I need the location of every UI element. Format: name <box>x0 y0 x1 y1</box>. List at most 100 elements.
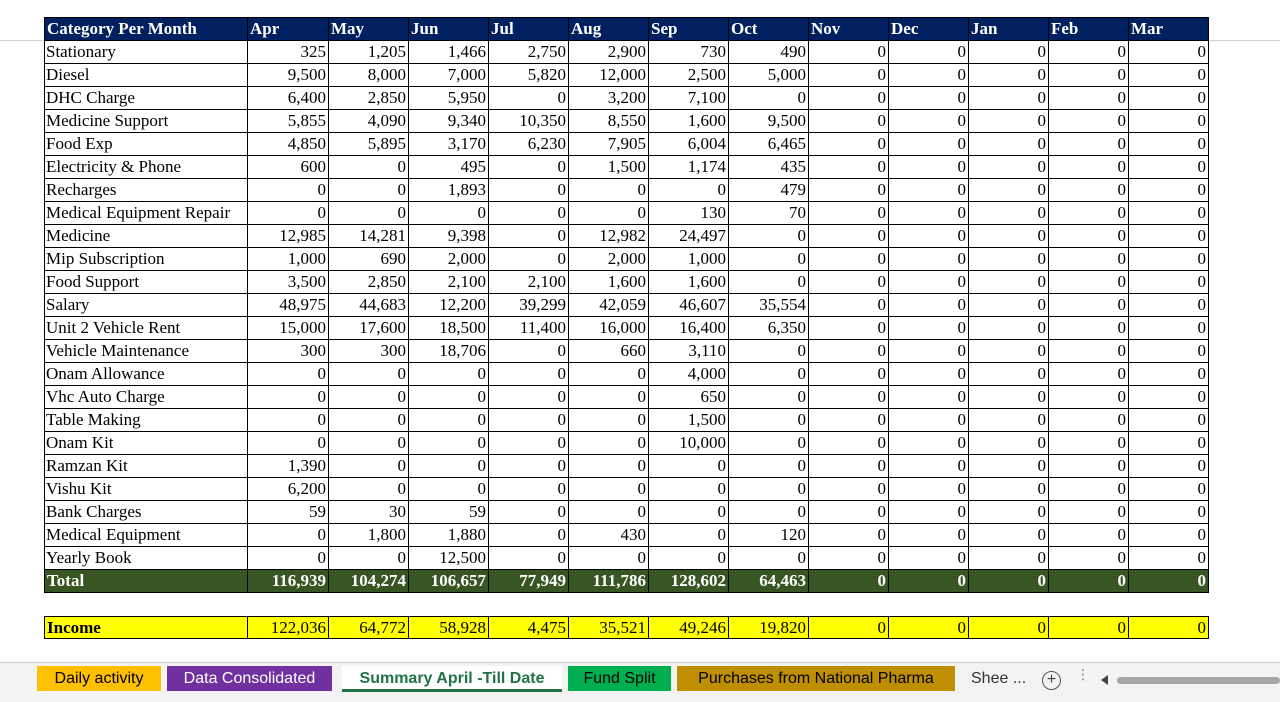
value-cell[interactable]: 0 <box>808 247 889 271</box>
value-cell[interactable]: 8,550 <box>568 109 649 133</box>
value-cell[interactable]: 0 <box>488 224 569 248</box>
value-cell[interactable]: 7,000 <box>408 63 489 87</box>
value-cell[interactable]: 35,554 <box>728 293 809 317</box>
value-cell[interactable]: 0 <box>568 201 649 225</box>
total-value-cell[interactable]: 111,786 <box>568 569 649 593</box>
value-cell[interactable]: 0 <box>1048 293 1129 317</box>
value-cell[interactable]: 0 <box>488 523 569 547</box>
tab-split-handle-icon[interactable]: ⋮ <box>1076 666 1090 682</box>
value-cell[interactable]: 0 <box>488 155 569 179</box>
value-cell[interactable]: 0 <box>968 431 1049 455</box>
value-cell[interactable]: 0 <box>888 109 969 133</box>
value-cell[interactable]: 0 <box>1128 109 1209 133</box>
value-cell[interactable]: 0 <box>888 132 969 156</box>
header-month-cell[interactable]: May <box>328 17 409 41</box>
value-cell[interactable]: 0 <box>968 316 1049 340</box>
value-cell[interactable]: 0 <box>968 63 1049 87</box>
value-cell[interactable]: 0 <box>888 224 969 248</box>
header-month-cell[interactable]: Aug <box>568 17 649 41</box>
value-cell[interactable]: 2,000 <box>408 247 489 271</box>
value-cell[interactable]: 0 <box>968 270 1049 294</box>
value-cell[interactable]: 0 <box>968 293 1049 317</box>
value-cell[interactable]: 0 <box>328 477 409 501</box>
value-cell[interactable]: 0 <box>328 546 409 570</box>
value-cell[interactable]: 10,000 <box>648 431 729 455</box>
value-cell[interactable]: 495 <box>408 155 489 179</box>
value-cell[interactable]: 0 <box>968 500 1049 524</box>
value-cell[interactable]: 0 <box>968 477 1049 501</box>
value-cell[interactable]: 1,500 <box>648 408 729 432</box>
income-value-cell[interactable]: 35,521 <box>568 616 649 639</box>
value-cell[interactable]: 1,390 <box>247 454 329 478</box>
value-cell[interactable]: 0 <box>888 40 969 64</box>
value-cell[interactable]: 12,500 <box>408 546 489 570</box>
value-cell[interactable]: 12,982 <box>568 224 649 248</box>
value-cell[interactable]: 0 <box>888 477 969 501</box>
value-cell[interactable]: 24,497 <box>648 224 729 248</box>
value-cell[interactable]: 5,895 <box>328 132 409 156</box>
value-cell[interactable]: 5,820 <box>488 63 569 87</box>
value-cell[interactable]: 17,600 <box>328 316 409 340</box>
value-cell[interactable]: 600 <box>247 155 329 179</box>
value-cell[interactable]: 59 <box>247 500 329 524</box>
value-cell[interactable]: 0 <box>488 247 569 271</box>
value-cell[interactable]: 0 <box>968 40 1049 64</box>
value-cell[interactable]: 0 <box>1048 155 1129 179</box>
value-cell[interactable]: 4,850 <box>247 132 329 156</box>
value-cell[interactable]: 2,750 <box>488 40 569 64</box>
value-cell[interactable]: 0 <box>488 408 569 432</box>
income-value-cell[interactable]: 122,036 <box>247 616 329 639</box>
value-cell[interactable]: 3,500 <box>247 270 329 294</box>
value-cell[interactable]: 0 <box>888 63 969 87</box>
category-cell[interactable]: Salary <box>44 293 248 317</box>
value-cell[interactable]: 0 <box>568 546 649 570</box>
value-cell[interactable]: 0 <box>1048 523 1129 547</box>
value-cell[interactable]: 0 <box>1048 109 1129 133</box>
value-cell[interactable]: 0 <box>728 86 809 110</box>
value-cell[interactable]: 1,466 <box>408 40 489 64</box>
value-cell[interactable]: 0 <box>1128 385 1209 409</box>
value-cell[interactable]: 1,000 <box>648 247 729 271</box>
value-cell[interactable]: 0 <box>648 477 729 501</box>
value-cell[interactable]: 8,000 <box>328 63 409 87</box>
value-cell[interactable]: 0 <box>888 316 969 340</box>
value-cell[interactable]: 0 <box>888 523 969 547</box>
value-cell[interactable]: 0 <box>328 385 409 409</box>
tab-overflow-more[interactable]: Shee ... <box>971 670 1027 687</box>
total-value-cell[interactable]: 128,602 <box>648 569 729 593</box>
value-cell[interactable]: 0 <box>968 109 1049 133</box>
value-cell[interactable]: 6,465 <box>728 132 809 156</box>
value-cell[interactable]: 0 <box>808 155 889 179</box>
value-cell[interactable]: 0 <box>247 523 329 547</box>
value-cell[interactable]: 3,110 <box>648 339 729 363</box>
value-cell[interactable]: 16,400 <box>648 316 729 340</box>
value-cell[interactable]: 660 <box>568 339 649 363</box>
value-cell[interactable]: 0 <box>968 454 1049 478</box>
category-cell[interactable]: Vhc Auto Charge <box>44 385 248 409</box>
value-cell[interactable]: 0 <box>888 431 969 455</box>
value-cell[interactable]: 9,500 <box>728 109 809 133</box>
tab-sheet[interactable]: Summary April -Till Date <box>342 666 562 692</box>
value-cell[interactable]: 0 <box>328 408 409 432</box>
value-cell[interactable]: 0 <box>1048 454 1129 478</box>
value-cell[interactable]: 0 <box>648 546 729 570</box>
header-month-cell[interactable]: Dec <box>888 17 969 41</box>
value-cell[interactable]: 2,100 <box>488 270 569 294</box>
income-value-cell[interactable]: 0 <box>1048 616 1129 639</box>
value-cell[interactable]: 0 <box>888 385 969 409</box>
value-cell[interactable]: 42,059 <box>568 293 649 317</box>
value-cell[interactable]: 0 <box>568 431 649 455</box>
value-cell[interactable]: 1,880 <box>408 523 489 547</box>
value-cell[interactable]: 0 <box>1048 362 1129 386</box>
value-cell[interactable]: 39,299 <box>488 293 569 317</box>
value-cell[interactable]: 5,950 <box>408 86 489 110</box>
value-cell[interactable]: 9,340 <box>408 109 489 133</box>
value-cell[interactable]: 10,350 <box>488 109 569 133</box>
value-cell[interactable]: 3,170 <box>408 132 489 156</box>
value-cell[interactable]: 14,281 <box>328 224 409 248</box>
header-month-cell[interactable]: Apr <box>247 17 329 41</box>
value-cell[interactable]: 0 <box>1048 339 1129 363</box>
category-cell[interactable]: Mip Subscription <box>44 247 248 271</box>
total-value-cell[interactable]: 106,657 <box>408 569 489 593</box>
value-cell[interactable]: 0 <box>1048 178 1129 202</box>
